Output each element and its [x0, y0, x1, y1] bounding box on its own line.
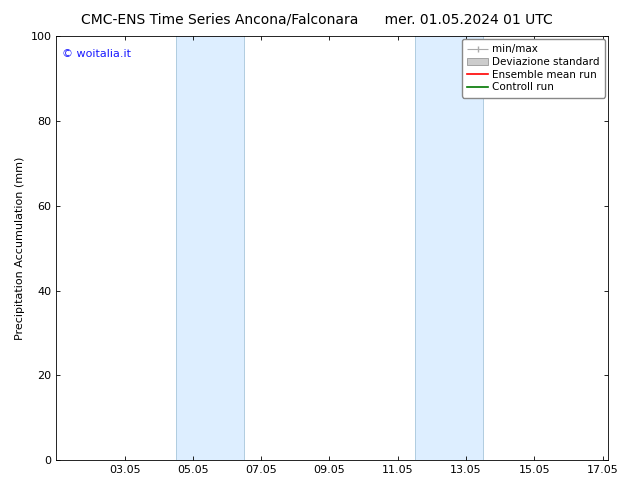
Text: CMC-ENS Time Series Ancona/Falconara      mer. 01.05.2024 01 UTC: CMC-ENS Time Series Ancona/Falconara mer… — [81, 12, 553, 26]
Y-axis label: Precipitation Accumulation (mm): Precipitation Accumulation (mm) — [15, 156, 25, 340]
Text: © woitalia.it: © woitalia.it — [62, 49, 131, 59]
Bar — [415, 36, 483, 460]
Legend: min/max, Deviazione standard, Ensemble mean run, Controll run: min/max, Deviazione standard, Ensemble m… — [462, 39, 605, 98]
Bar — [176, 36, 244, 460]
